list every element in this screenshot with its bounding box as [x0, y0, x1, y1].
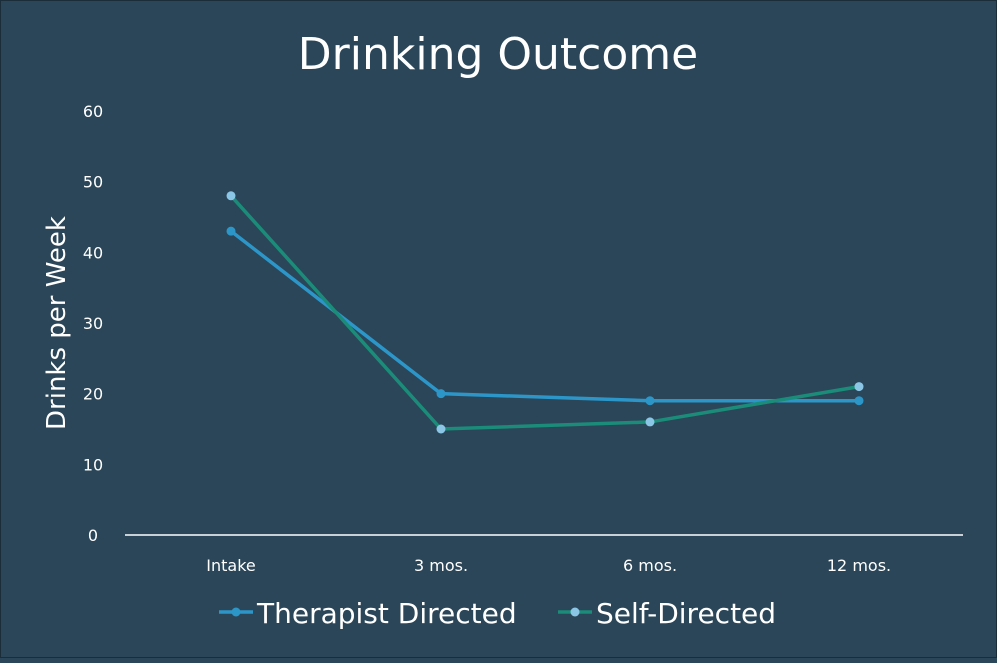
y-tick-label: 30: [83, 314, 103, 333]
series-line-0: [229, 229, 859, 403]
data-point: [645, 417, 655, 427]
y-tick-label: 10: [83, 455, 103, 474]
x-tick-label: 6 mos.: [623, 556, 677, 575]
x-tick-label: 12 mos.: [827, 556, 891, 575]
chart-title: Drinking Outcome: [298, 29, 698, 80]
legend-label: Therapist Directed: [256, 597, 517, 630]
legend-label: Self-Directed: [596, 597, 776, 630]
data-point: [226, 226, 236, 236]
legend-swatch-marker: [231, 607, 241, 617]
data-point: [436, 424, 446, 434]
y-tick-label: 50: [83, 173, 103, 192]
y-tick-label: 20: [83, 385, 103, 404]
y-tick-label: 0: [88, 526, 98, 545]
legend-swatch-marker: [570, 607, 580, 617]
data-point: [226, 191, 236, 201]
data-point: [436, 389, 446, 399]
data-point: [854, 382, 864, 392]
data-point: [854, 396, 864, 406]
y-tick-label: 40: [83, 243, 103, 262]
data-point: [645, 396, 655, 406]
legend-item: Therapist Directed: [219, 597, 517, 630]
x-tick-label: Intake: [206, 556, 255, 575]
legend-item: Self-Directed: [558, 597, 776, 630]
y-axis-label: Drinks per Week: [42, 216, 72, 430]
series-line-1: [229, 194, 860, 431]
y-tick-label: 60: [83, 102, 103, 121]
x-tick-label: 3 mos.: [414, 556, 468, 575]
